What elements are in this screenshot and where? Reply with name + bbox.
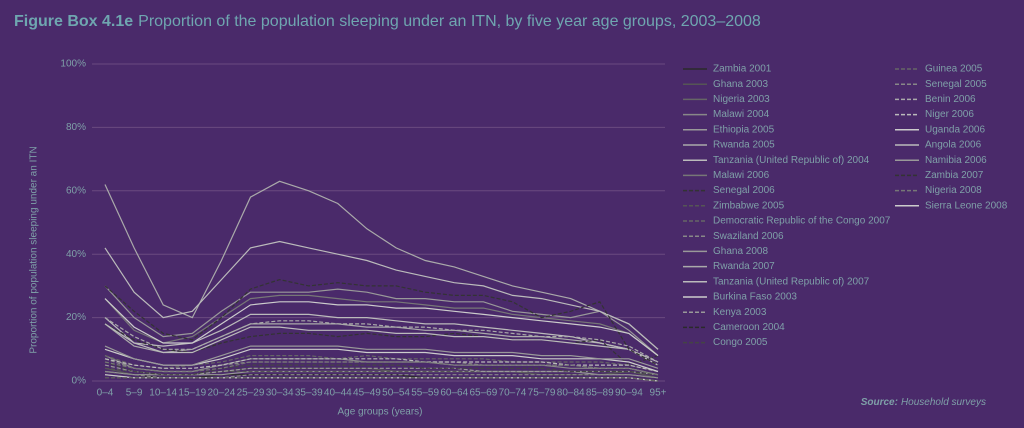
series-line xyxy=(104,294,659,357)
source-label: Source: xyxy=(861,397,898,408)
legend-label: Burkina Faso 2003 xyxy=(713,292,797,303)
source-note: Source: Household surveys xyxy=(861,397,986,408)
legend-label: Nigeria 2008 xyxy=(925,185,982,196)
y-tick-label: 80% xyxy=(66,122,86,133)
series-line xyxy=(104,361,659,376)
y-tick-label: 60% xyxy=(66,185,86,196)
x-tick-label: 70–74 xyxy=(499,388,527,399)
series-line xyxy=(104,323,659,366)
x-tick-label: 25–29 xyxy=(237,388,265,399)
legend-label: Sierra Leone 2008 xyxy=(925,200,1008,211)
x-tick-label: 35–39 xyxy=(295,388,323,399)
legend-label: Ghana 2003 xyxy=(713,79,768,90)
legend-label: Nigeria 2003 xyxy=(713,94,770,105)
x-tick-label: 75–79 xyxy=(528,388,556,399)
legend-label: Malawi 2006 xyxy=(713,170,770,181)
y-tick-label: 40% xyxy=(66,249,86,260)
series-line xyxy=(105,377,659,382)
x-tick-label: 65–69 xyxy=(469,388,497,399)
series-line xyxy=(104,285,659,357)
legend-label: Benin 2006 xyxy=(925,94,976,105)
series-line xyxy=(104,240,659,350)
x-tick-label: 15–19 xyxy=(178,388,206,399)
x-tick-label: 0–4 xyxy=(97,388,114,399)
series-line xyxy=(104,354,659,373)
legend-label: Democratic Republic of the Congo 2007 xyxy=(713,216,891,227)
legend-label: Congo 2005 xyxy=(713,337,768,348)
series-line xyxy=(104,367,659,379)
legend-label: Ghana 2008 xyxy=(713,246,768,257)
y-tick-label: 0% xyxy=(72,376,87,387)
x-tick-label: 45–49 xyxy=(353,388,381,399)
series-line xyxy=(104,323,659,366)
y-tick-label: 100% xyxy=(60,59,86,70)
series-line xyxy=(104,370,659,382)
legend-label: Tanzania (United Republic of) 2004 xyxy=(713,155,870,166)
x-tick-label: 10–14 xyxy=(149,388,177,399)
x-tick-label: 30–34 xyxy=(266,388,294,399)
legend-label: Rwanda 2007 xyxy=(713,261,775,272)
legend-label: Niger 2006 xyxy=(925,109,974,120)
legend-label: Namibia 2006 xyxy=(925,155,987,166)
source-text: Household surveys xyxy=(901,397,986,408)
x-axis-label: Age groups (years) xyxy=(337,407,422,418)
legend-label: Malawi 2004 xyxy=(713,109,770,120)
series-line xyxy=(104,361,659,376)
series-line xyxy=(104,345,659,369)
legend-label: Swaziland 2006 xyxy=(713,231,784,242)
x-tick-label: 90–94 xyxy=(615,388,643,399)
legend-label: Tanzania (United Republic of) 2007 xyxy=(713,276,870,287)
legend-label: Zambia 2007 xyxy=(925,170,984,181)
y-axis-label: Proportion of population sleeping under … xyxy=(29,146,40,353)
legend-label: Kenya 2003 xyxy=(713,307,767,318)
x-tick-label: 60–64 xyxy=(440,388,468,399)
legend-label: Cameroon 2004 xyxy=(713,322,785,333)
chart-title: Figure Box 4.1e Proportion of the populat… xyxy=(14,13,761,30)
legend-label: Senegal 2005 xyxy=(925,79,987,90)
title-text: Proportion of the population sleeping un… xyxy=(138,13,761,30)
title-prefix: Figure Box 4.1e xyxy=(14,13,133,30)
x-tick-label: 80–84 xyxy=(557,388,585,399)
legend-label: Ethiopia 2005 xyxy=(713,124,775,135)
x-tick-label: 20–24 xyxy=(208,388,236,399)
legend-label: Rwanda 2005 xyxy=(713,140,775,151)
legend-label: Zambia 2001 xyxy=(713,64,772,75)
x-tick-label: 50–54 xyxy=(382,388,410,399)
series-line xyxy=(104,180,659,350)
series-line xyxy=(104,278,659,366)
x-tick-label: 55–59 xyxy=(411,388,439,399)
x-tick-label: 5–9 xyxy=(126,388,143,399)
legend-label: Uganda 2006 xyxy=(925,124,985,135)
legend-label: Angola 2006 xyxy=(925,140,982,151)
x-tick-label: 85–89 xyxy=(586,388,614,399)
y-tick-label: 20% xyxy=(66,312,86,323)
x-tick-label: 95+ xyxy=(650,388,667,399)
x-tick-label: 40–44 xyxy=(324,388,352,399)
series-line xyxy=(104,317,659,363)
series-line xyxy=(104,298,659,357)
legend-label: Senegal 2006 xyxy=(713,185,775,196)
legend-label: Zimbabwe 2005 xyxy=(713,200,785,211)
legend-label: Guinea 2005 xyxy=(925,64,983,75)
